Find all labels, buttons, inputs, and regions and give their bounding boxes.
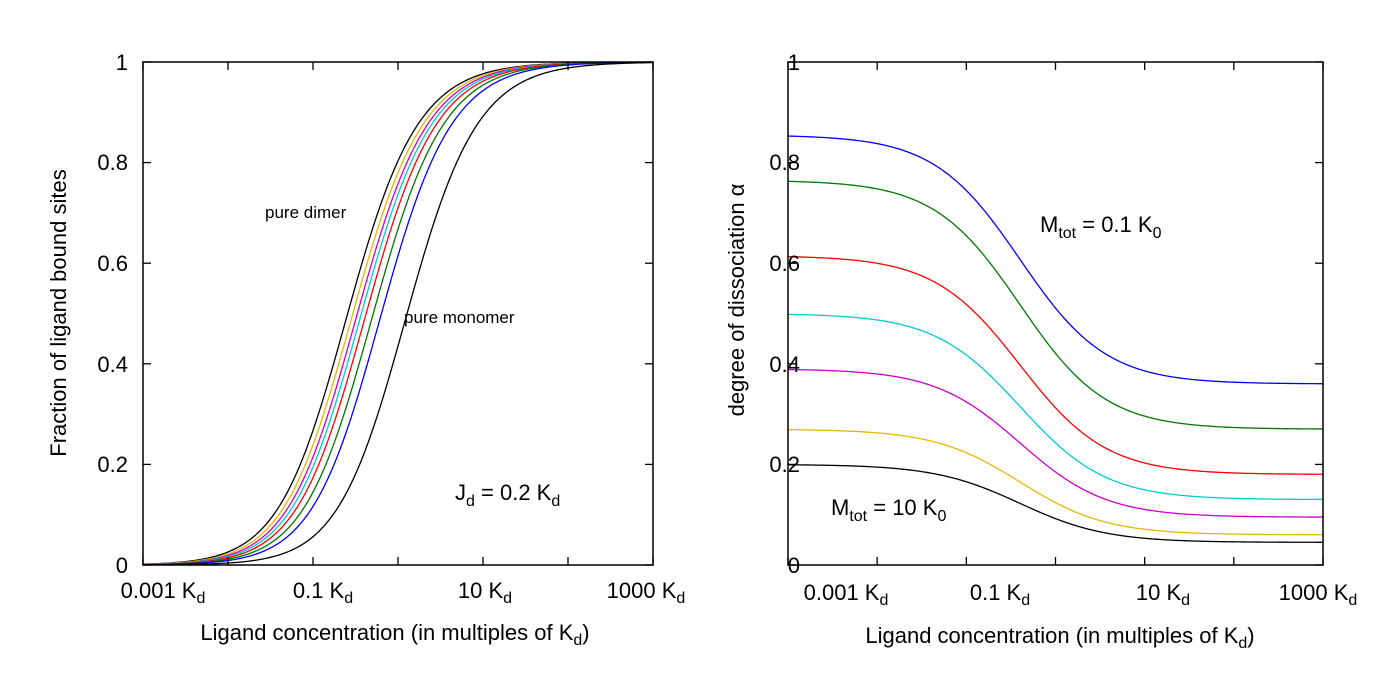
- left-x-tick-label-0: 0.001 Kd: [121, 578, 206, 607]
- left-x-tick-label-1: 0.1 Kd: [293, 578, 353, 607]
- left-series-line-6: [142, 61, 654, 566]
- left-chart: 0.001 Kd 0.1 Kd 10 Kd 1000 Kd 0 0.2 0.4 …: [46, 50, 685, 649]
- right-y-axis-label: degree of dissociation α: [724, 183, 749, 416]
- right-y-tick-label-2: 0.4: [769, 352, 800, 377]
- right-plot-frame: [787, 61, 1324, 566]
- left-series-line-1: [142, 61, 654, 565]
- left-plot-frame: [142, 61, 654, 566]
- annotation-pure-monomer: pure monomer: [404, 308, 515, 327]
- left-series-line-7: [142, 61, 654, 566]
- right-y-tick-label-0: 0: [788, 553, 800, 578]
- right-x-tick-label-1: 0.1 Kd: [970, 580, 1030, 609]
- right-series-line-3: [787, 313, 1324, 501]
- right-x-tick-label-3: 1000 Kd: [1279, 580, 1358, 609]
- right-y-tick-label-3: 0.6: [769, 251, 800, 276]
- annotation-pure-dimer: pure dimer: [265, 203, 347, 222]
- right-y-tick-label-5: 1: [788, 50, 800, 75]
- annotation-mtot-10: Mtot = 10 K0: [831, 495, 946, 525]
- right-ticks: [787, 61, 1324, 566]
- left-y-tick-label-2: 0.4: [97, 352, 128, 377]
- left-x-tick-label-2: 10 Kd: [458, 578, 512, 607]
- right-series-line-0: [787, 135, 1324, 385]
- left-ticks: [142, 61, 654, 566]
- right-series-line-2: [787, 256, 1324, 475]
- left-series-line-4: [142, 61, 654, 566]
- annotation-mtot-0.1: Mtot = 0.1 K0: [1040, 212, 1162, 242]
- left-series-line-2: [142, 61, 654, 566]
- right-series-line-1: [787, 180, 1324, 430]
- left-y-tick-label-4: 0.8: [97, 150, 128, 175]
- left-series-line-0: [142, 61, 654, 565]
- left-series-group: [142, 61, 654, 566]
- left-x-axis-label: Ligand concentration (in multiples of Kd…: [200, 620, 589, 649]
- right-series-group: [787, 135, 1324, 543]
- left-y-tick-label-1: 0.2: [97, 452, 128, 477]
- right-series-line-5: [787, 429, 1324, 536]
- left-series-line-3: [142, 61, 654, 566]
- right-series-line-4: [787, 368, 1324, 518]
- left-y-tick-label-5: 1: [116, 50, 128, 75]
- right-x-tick-label-2: 10 Kd: [1136, 580, 1190, 609]
- right-y-tick-label-1: 0.2: [769, 452, 800, 477]
- left-y-tick-label-3: 0.6: [97, 251, 128, 276]
- right-series-line-6: [787, 464, 1324, 543]
- left-y-tick-label-0: 0: [116, 553, 128, 578]
- right-x-axis-label: Ligand concentration (in multiples of Kd…: [865, 623, 1254, 652]
- left-series-line-5: [142, 61, 654, 566]
- right-x-tick-label-0: 0.001 Kd: [804, 580, 889, 609]
- right-chart: 0.001 Kd 0.1 Kd 10 Kd 1000 Kd 0 0.2 0.4 …: [724, 50, 1357, 652]
- left-y-axis-label: Fraction of ligand bound sites: [46, 169, 71, 456]
- left-x-tick-label-3: 1000 Kd: [607, 578, 686, 607]
- right-y-tick-label-4: 0.8: [769, 150, 800, 175]
- annotation-jd: Jd = 0.2 Kd: [455, 480, 560, 510]
